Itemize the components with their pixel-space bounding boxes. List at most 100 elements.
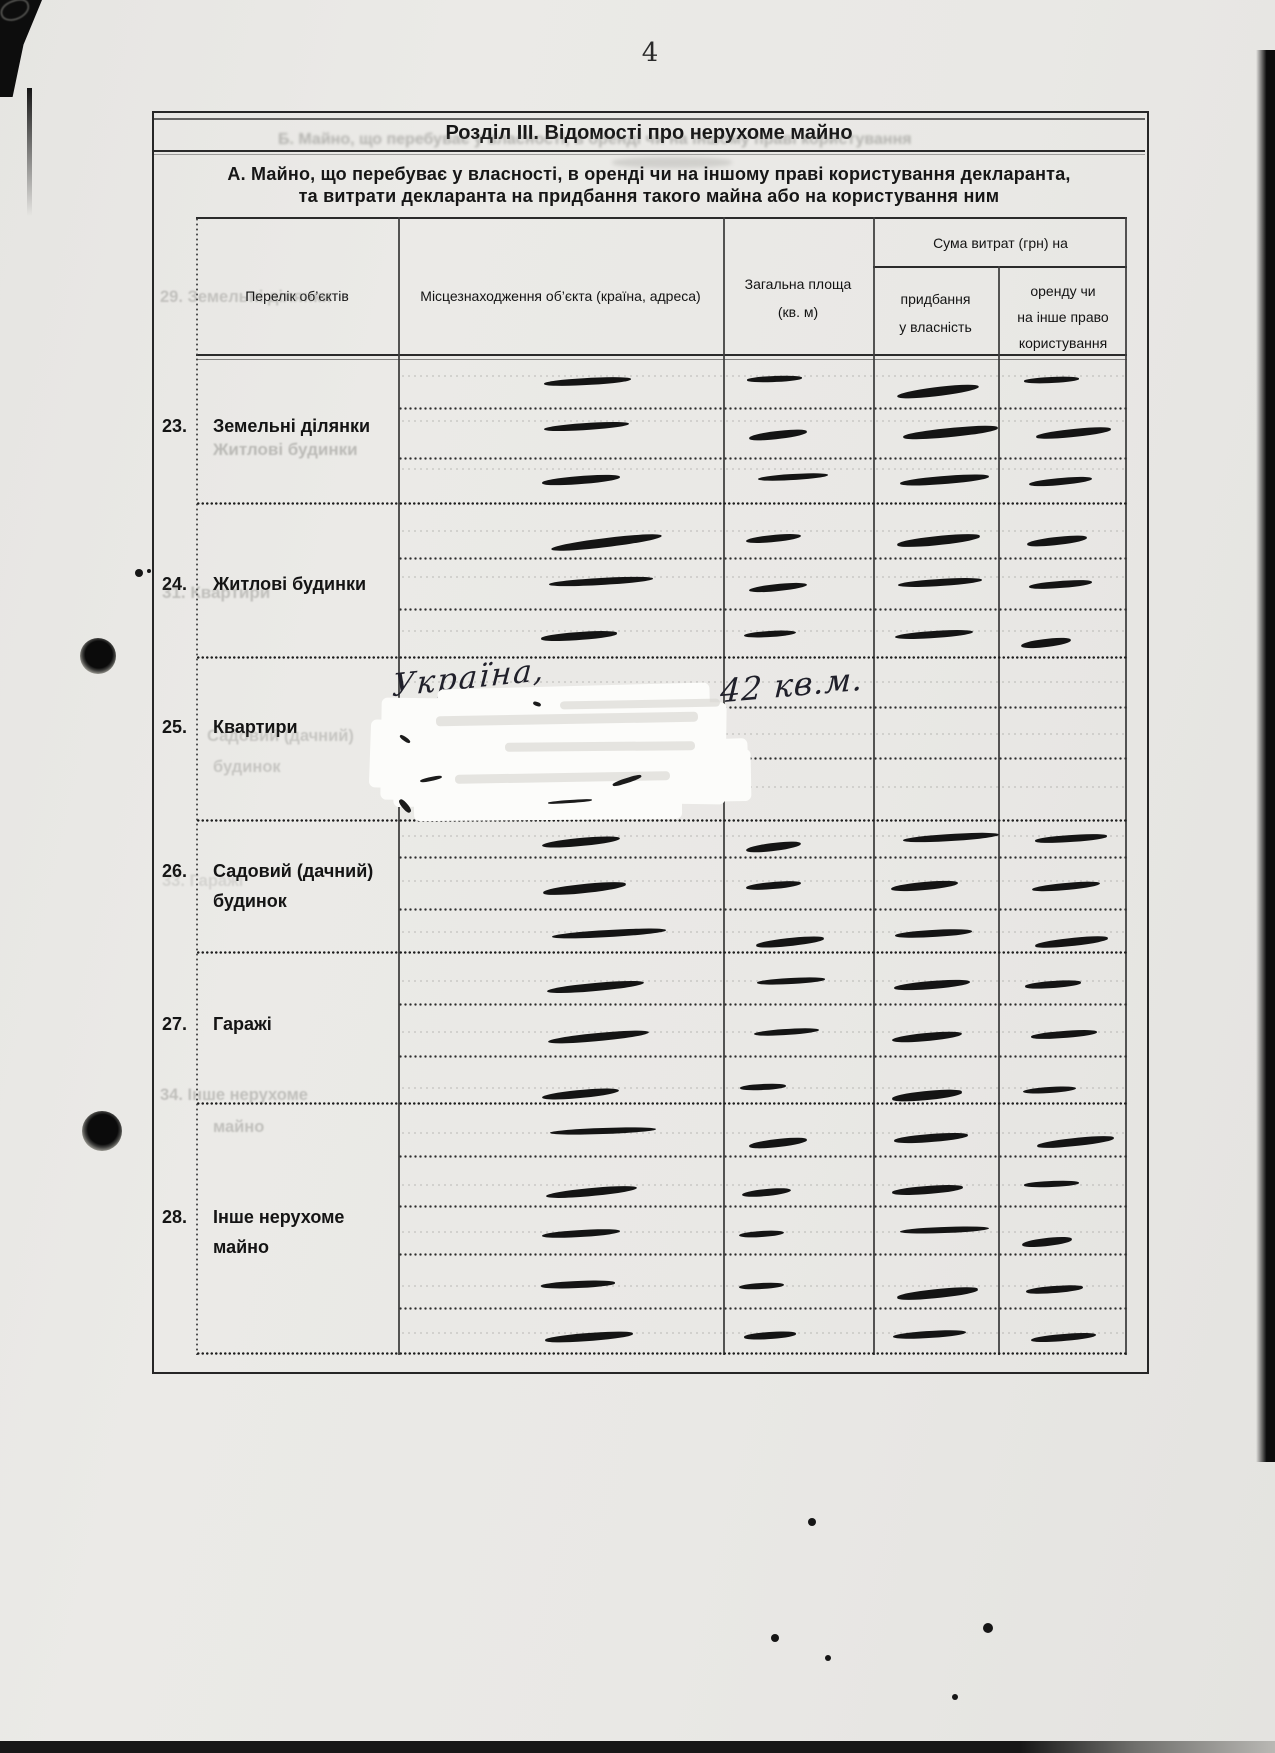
row-separator: [398, 1003, 1127, 1006]
table-right-border: [1125, 217, 1127, 1355]
section-label: Садовий (дачний): [213, 861, 374, 881]
ghost-bleedthrough-text: Житлові будинки: [213, 440, 358, 459]
correction-fluid-patch: [413, 790, 683, 822]
row-separator: [398, 757, 1127, 760]
correction-fluid-patch: [695, 748, 733, 764]
table-top-border: [196, 217, 1127, 219]
header-col-rent-line2: на інше право: [1017, 309, 1109, 325]
section-label: Квартири: [213, 717, 298, 737]
section-label: майно: [213, 1237, 270, 1257]
section-number: 27.: [162, 1014, 188, 1034]
header-bottom-line-2: [196, 358, 1127, 360]
expenses-subheader-line: [873, 266, 1127, 268]
bleedthrough-line: [400, 681, 1127, 683]
title-underline-shadow: [154, 153, 1145, 155]
row-separator: [398, 1055, 1127, 1058]
table-bottom-border: [196, 1352, 1127, 1355]
section-separator: [196, 656, 1127, 659]
toner-speck: [952, 1694, 958, 1700]
correction-fluid-patch: [368, 719, 416, 789]
row-separator: [398, 706, 1127, 709]
page-number: 4: [641, 38, 659, 68]
patch-shadow-streak: [504, 741, 696, 752]
ghost-bleedthrough-text: майно: [213, 1118, 265, 1136]
section-label: Житлові будинки: [213, 574, 367, 594]
bleedthrough-line: [400, 931, 1127, 933]
ghost-bleedthrough-text: 31. Квартири: [162, 583, 271, 602]
table-left-border: [196, 217, 198, 1355]
section-number: 23.: [162, 416, 188, 436]
frame-double-top-line: [154, 118, 1145, 120]
header-col-rent-line3: користування: [1018, 335, 1108, 351]
section-label: Земельні ділянки: [213, 416, 371, 436]
toner-speck: [771, 1634, 779, 1642]
row-separator: [398, 1205, 1127, 1208]
bleedthrough-line: [400, 880, 1127, 882]
section-label: будинок: [213, 891, 287, 911]
scan-right-edge-strip: [1256, 50, 1275, 1462]
section-label: Інше нерухоме: [213, 1207, 345, 1227]
ghost-bleedthrough-text: 34. Інше нерухоме: [160, 1086, 308, 1104]
header-col-objects: Перелік об’єктів: [245, 288, 349, 304]
document-frame: [152, 111, 1149, 1374]
row-separator: [398, 856, 1127, 859]
col-divider-purchase-rent: [998, 266, 1000, 1355]
toner-speck: [135, 569, 143, 577]
header-col-area-line2: (кв. м): [777, 304, 819, 320]
header-bottom-line: [196, 354, 1127, 356]
ghost-bleedthrough-text: будинок: [213, 758, 281, 776]
ghost-bleedthrough-text: Садовий (дачний): [207, 727, 354, 745]
scan-left-streak: [27, 88, 32, 216]
bleedthrough-line: [400, 468, 1127, 470]
hole-punch: [82, 1111, 122, 1151]
toner-speck: [825, 1655, 831, 1661]
row-separator: [398, 1307, 1127, 1310]
ghost-bleedthrough-text: 29. Земельні ділянки: [160, 288, 332, 306]
bleedthrough-line: [400, 576, 1127, 578]
bleedthrough-line: [400, 1132, 1127, 1134]
section-number: 25.: [162, 717, 188, 737]
row-separator: [398, 608, 1127, 611]
scan-bottom-edge-strip: [0, 1741, 1275, 1753]
bleedthrough-line: [400, 1184, 1127, 1186]
header-col-purchase-line1: придбання: [900, 291, 971, 307]
bleedthrough-line: [400, 530, 1127, 532]
col-divider-area-expenses: [873, 217, 875, 1355]
section-separator: [196, 819, 1127, 822]
hole-punch: [80, 638, 116, 674]
section-separator: [196, 951, 1127, 954]
header-col-location: Місцезнаходження об’єкта (країна, адреса…: [420, 288, 701, 304]
bleedthrough-line: [400, 835, 1127, 837]
section-number: 26.: [162, 861, 188, 881]
scan-artifacts: [0, 0, 1275, 1700]
header-col-rent-line1: оренду чи: [1030, 283, 1096, 299]
ghost-bleedthrough-text: 33. Гаражі: [162, 872, 244, 890]
row-separator: [398, 908, 1127, 911]
ghost-bleedthrough-text: Б. Майно, що перебуває у власності, в ор…: [278, 131, 912, 148]
toner-speck: [147, 569, 151, 573]
section-separator: [196, 502, 1127, 505]
toner-speck: [983, 1623, 993, 1633]
ghost-smudge: [612, 157, 732, 168]
section-separator: [196, 1102, 1127, 1105]
bleedthrough-line: [400, 786, 1127, 788]
section-label: Гаражі: [213, 1014, 272, 1034]
subtitle-line-1: А. Майно, що перебуває у власності, в ор…: [227, 164, 1071, 184]
bleedthrough-line: [400, 733, 1127, 735]
bleedthrough-line: [400, 420, 1127, 422]
row-separator: [398, 407, 1127, 410]
row-separator: [398, 457, 1127, 460]
header-col-purchase-line2: у власність: [899, 319, 972, 335]
row-separator: [398, 1155, 1127, 1158]
section-title: Розділ III. Відомості про нерухоме майно: [445, 122, 853, 144]
toner-speck: [808, 1518, 816, 1526]
row-separator: [398, 557, 1127, 560]
header-col-area-line1: Загальна площа: [744, 276, 852, 292]
title-underline: [154, 150, 1145, 152]
section-number: 28.: [162, 1207, 188, 1227]
row-separator: [398, 1253, 1127, 1256]
section-number: 24.: [162, 574, 188, 594]
header-expenses-group: Сума витрат (грн) на: [933, 235, 1068, 251]
subtitle-line-2: та витрати декларанта на придбання таког…: [298, 186, 1000, 206]
